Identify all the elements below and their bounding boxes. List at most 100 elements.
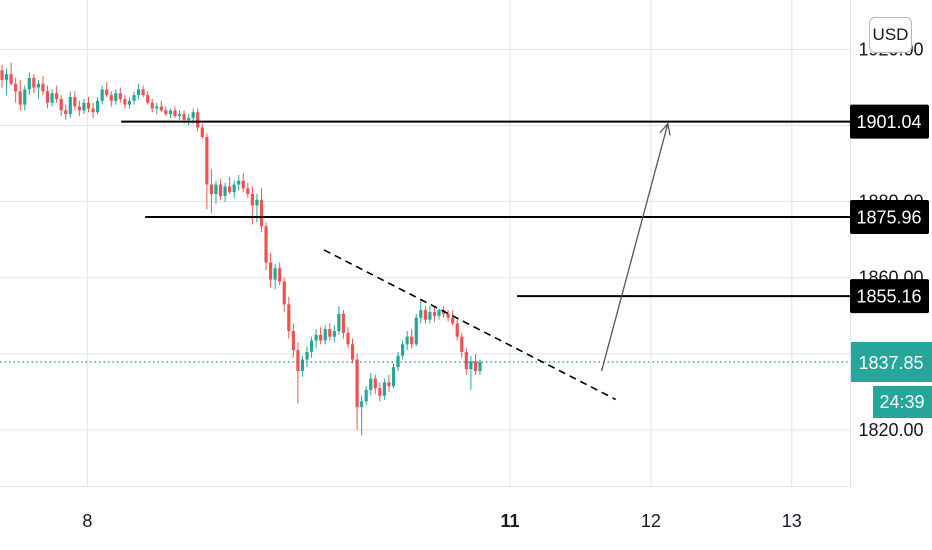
candle <box>378 382 382 402</box>
candle-body <box>437 310 441 316</box>
candle-body <box>296 350 300 371</box>
candle-body <box>332 331 336 337</box>
y-tick-label: 1820.00 <box>858 420 923 440</box>
candle <box>77 100 81 117</box>
label-layer: 1901.04 1875.96 1855.16 1837.85 24:39 <box>850 104 932 419</box>
candle <box>319 327 323 345</box>
candle <box>446 310 450 322</box>
candle-body <box>255 199 259 206</box>
current-price-tag[interactable]: 1837.85 <box>851 342 932 383</box>
candle-body <box>455 323 459 337</box>
grid-layer <box>0 0 851 487</box>
candle-body <box>164 110 168 115</box>
candle <box>300 355 305 377</box>
candle-body <box>50 93 54 103</box>
level-price-tag[interactable]: 1875.96 <box>850 200 929 235</box>
candle-body <box>232 184 236 193</box>
candle <box>369 372 373 396</box>
candle <box>9 62 13 86</box>
candle <box>396 351 400 371</box>
candle <box>214 180 218 204</box>
candle-body <box>428 311 432 320</box>
level-price-tag[interactable]: 1855.16 <box>850 279 929 314</box>
candle <box>68 91 72 118</box>
candle <box>309 336 314 358</box>
candle-body <box>205 136 209 185</box>
candle <box>291 323 295 358</box>
candle-body <box>105 89 109 96</box>
candle <box>391 363 396 389</box>
candle-body <box>177 114 182 117</box>
currency-label: USD <box>872 25 909 44</box>
drawing-layer <box>0 120 851 401</box>
candle <box>59 95 63 117</box>
candle-body <box>59 98 63 111</box>
candle <box>332 325 336 343</box>
candle <box>50 89 54 107</box>
candle-body <box>410 336 414 345</box>
candle <box>268 253 273 288</box>
currency-button[interactable]: USD <box>869 17 912 53</box>
candle-body <box>287 304 291 332</box>
candle-body <box>18 91 22 105</box>
candle-body <box>478 362 482 371</box>
level-tag-bg <box>850 279 929 314</box>
candle-body <box>32 77 36 88</box>
candle-body <box>460 336 464 352</box>
candle-body <box>150 102 154 109</box>
candle <box>96 97 100 115</box>
candle <box>123 95 127 109</box>
candle-body <box>282 281 286 305</box>
candle-body <box>241 180 245 189</box>
candle <box>432 306 437 322</box>
candle-body <box>396 355 400 368</box>
candle <box>305 346 309 368</box>
candle-body <box>214 184 218 195</box>
candle-body <box>328 329 332 337</box>
candle <box>387 374 391 392</box>
candle <box>451 310 455 326</box>
candle <box>360 395 364 436</box>
candle-body <box>273 268 277 280</box>
candle-body <box>168 110 173 115</box>
arrow-line[interactable] <box>600 123 669 372</box>
candle <box>109 91 113 107</box>
candle-body <box>250 194 254 206</box>
level-tag-text: 1901.04 <box>856 112 921 132</box>
candle-body <box>387 382 391 387</box>
candle <box>469 355 473 390</box>
time-axis-panel[interactable] <box>0 487 851 550</box>
candle-body <box>246 188 250 195</box>
candle <box>45 85 50 109</box>
candle <box>246 182 250 198</box>
candle <box>423 306 427 324</box>
candle <box>232 180 236 198</box>
candle-body <box>36 83 41 88</box>
candle <box>323 325 327 345</box>
candle-body <box>200 127 204 137</box>
trendline[interactable] <box>323 249 617 401</box>
candle <box>237 175 241 191</box>
price-axis-panel[interactable] <box>851 0 932 550</box>
candle-body <box>127 100 132 105</box>
candle-body <box>360 401 364 408</box>
candle-body <box>309 340 314 352</box>
candle <box>4 68 9 96</box>
candle-body <box>382 382 386 396</box>
candle <box>405 331 409 351</box>
candle <box>401 340 405 360</box>
candle <box>464 348 468 375</box>
candle <box>209 169 214 214</box>
candle-body <box>109 95 113 101</box>
candle-body <box>55 93 59 99</box>
level-price-tag[interactable]: 1901.04 <box>850 104 929 139</box>
candle-layer <box>0 62 482 436</box>
candle <box>350 338 355 364</box>
candle-body <box>401 344 405 356</box>
candle-body <box>414 317 418 345</box>
candle <box>296 342 300 404</box>
candle-body <box>364 389 368 402</box>
